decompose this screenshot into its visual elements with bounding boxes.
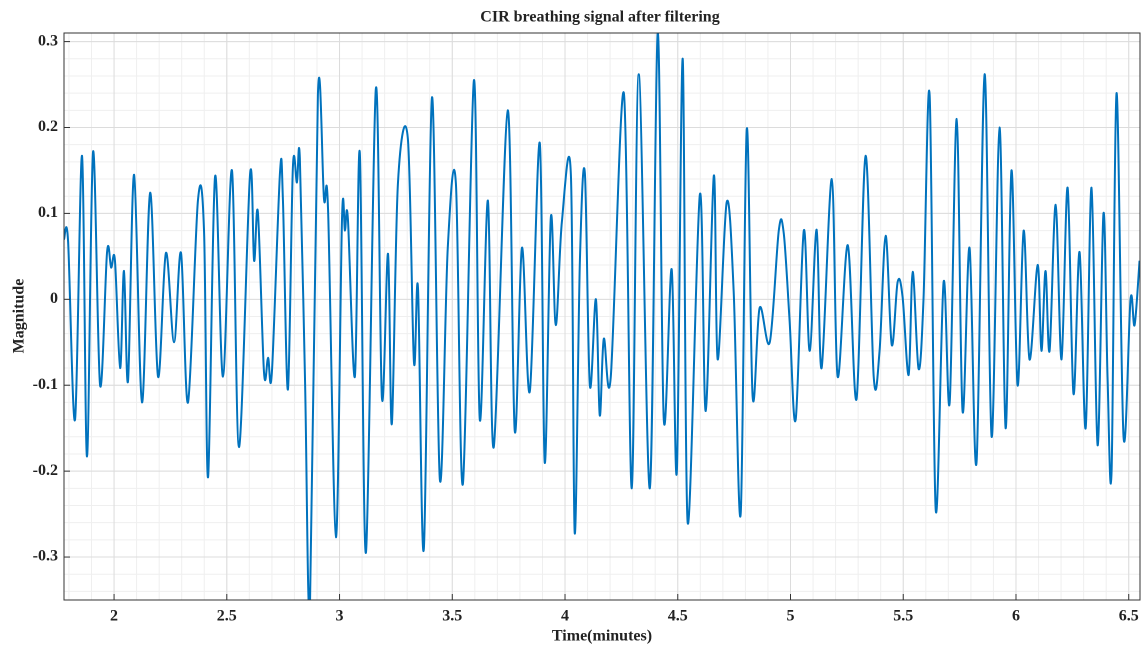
x-tick-label: 4	[561, 608, 569, 625]
x-tick-label: 6.5	[1119, 608, 1139, 625]
x-tick-label: 2.5	[217, 608, 237, 625]
x-axis-label: Time(minutes)	[552, 628, 652, 645]
axes-box	[63, 32, 1141, 601]
y-tick-label: 0.3	[38, 32, 58, 49]
x-tick-label: 5.5	[893, 608, 913, 625]
y-tick-label: 0	[50, 290, 58, 307]
y-tick-label: 0.2	[38, 118, 58, 135]
signal-line	[64, 33, 1140, 600]
series	[64, 33, 1140, 600]
x-tick-label: 2	[110, 608, 118, 625]
x-tick-label: 3.5	[442, 608, 462, 625]
chart-title: CIR breathing signal after filtering	[480, 9, 719, 26]
y-tick-label: -0.2	[33, 462, 58, 479]
x-tick-label: 6	[1012, 608, 1020, 625]
x-tick-label: 4.5	[668, 608, 688, 625]
y-tick-label: 0.1	[38, 204, 58, 221]
y-tick-label: -0.3	[33, 548, 58, 565]
y-axis-label: Magnitude	[11, 279, 28, 354]
y-tick-label: -0.1	[33, 376, 58, 393]
x-tick-label: 3	[336, 608, 344, 625]
x-tick-label: 5	[787, 608, 795, 625]
